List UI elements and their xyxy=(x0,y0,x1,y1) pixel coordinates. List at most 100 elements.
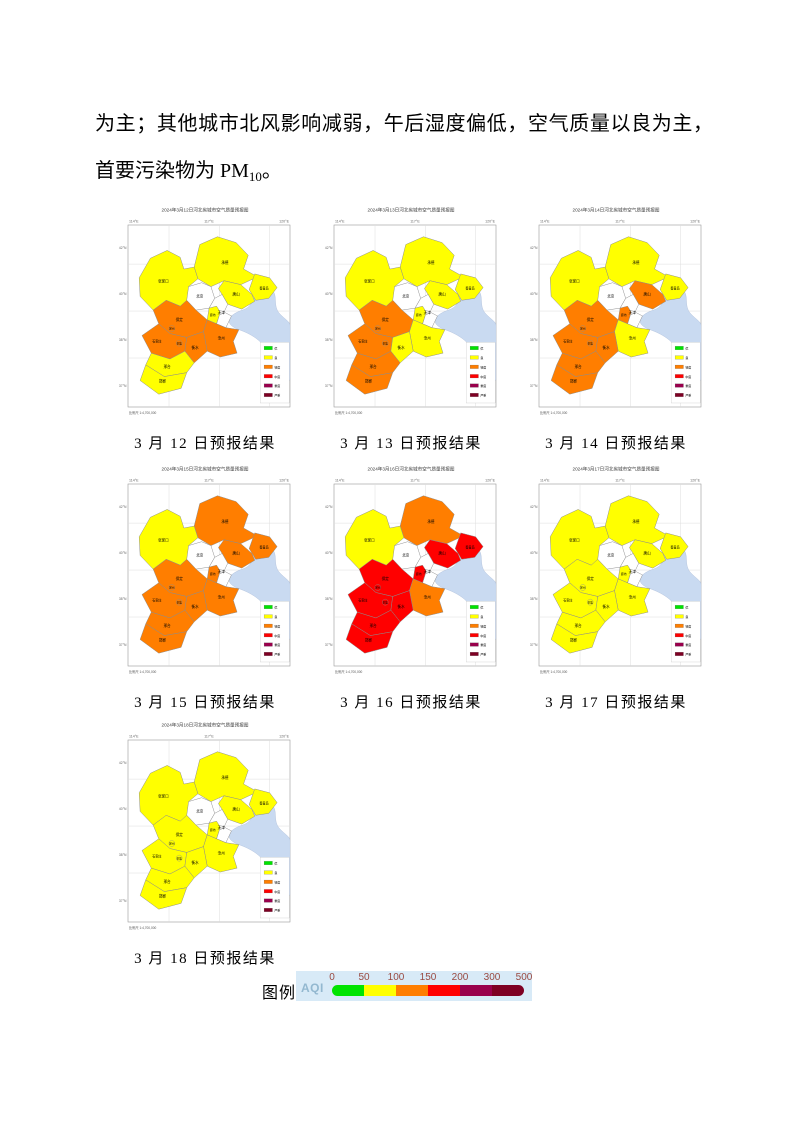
mini-legend-label: 严重 xyxy=(480,392,486,397)
city-label-hengshui: 衡水 xyxy=(192,860,199,865)
mini-legend-chip xyxy=(674,393,684,397)
city-label-baoding: 保定 xyxy=(382,317,389,322)
city-label-qinhuangdao: 秦皇岛 xyxy=(670,285,679,290)
city-label-langfang: 廊坊 xyxy=(210,827,216,832)
mini-legend-chip xyxy=(469,346,479,350)
mini-legend-chip xyxy=(263,374,273,379)
city-label-langfang: 廊坊 xyxy=(416,571,422,576)
city-label-hengshui: 衡水 xyxy=(192,345,199,350)
city-label-beijing: 北京 xyxy=(196,293,203,298)
axis-label-top: 120°E xyxy=(690,220,700,224)
city-label-tianjin: 天津 xyxy=(218,569,225,574)
aqi-bar-segment xyxy=(396,985,428,996)
mini-legend-chip xyxy=(263,652,273,656)
mini-legend-label: 优 xyxy=(480,605,483,610)
mini-legend-label: 重度 xyxy=(685,642,691,647)
map-scale-note: 比例尺 1:4,700,000 xyxy=(129,925,157,930)
sub-city-label: 辛集 xyxy=(177,856,183,860)
mini-legend-chip xyxy=(263,898,273,903)
city-label-chengde: 承德 xyxy=(632,260,639,265)
city-label-handan: 邯郸 xyxy=(159,893,166,898)
region-langfang xyxy=(412,564,427,584)
mini-legend-chip xyxy=(263,364,273,369)
mini-legend-label: 严重 xyxy=(685,651,691,656)
aqi-tick: 50 xyxy=(358,972,370,983)
axis-label-left: 42°N xyxy=(325,246,333,250)
axis-label-left: 40°N xyxy=(119,807,127,811)
city-label-baoding: 保定 xyxy=(176,317,183,322)
region-tangshan xyxy=(629,539,667,569)
mini-legend-chip xyxy=(469,355,479,360)
mini-legend-label: 中度 xyxy=(274,633,280,638)
mini-legend-chip xyxy=(674,614,684,619)
map-title: 2024年3月15日河北省城市空气质量预报图 xyxy=(161,466,249,472)
city-label-chengde: 承德 xyxy=(427,519,434,524)
region-hengshui xyxy=(595,331,619,364)
map-figure: 114°E 117°E 120°E 42°N 40°N 38°N 37°N 承德张家口秦皇岛唐… xyxy=(119,220,291,415)
enclave-outline xyxy=(587,339,594,347)
city-label-tangshan: 唐山 xyxy=(439,291,446,296)
axis-label-left: 37°N xyxy=(119,643,127,647)
axis-label-left: 40°N xyxy=(325,292,333,296)
region-chengde xyxy=(399,236,465,287)
region-qinhuangdao xyxy=(248,788,278,816)
city-label-qinhuangdao: 秦皇岛 xyxy=(670,544,679,549)
mini-legend-chip xyxy=(469,383,479,388)
axis-label-left: 42°N xyxy=(530,505,538,509)
map-mini-legend xyxy=(671,342,701,404)
city-label-chengde: 承德 xyxy=(221,775,228,780)
city-label-chengde: 承德 xyxy=(427,260,434,265)
sub-city-label: 定州 xyxy=(580,327,586,331)
region-langfang xyxy=(206,820,221,840)
mini-legend-chip xyxy=(469,614,479,619)
paragraph-line-2-text: 首要污染物为 PM xyxy=(95,160,249,182)
sub-city-label: 辛集 xyxy=(383,600,389,604)
region-chengde xyxy=(193,751,259,802)
city-label-tangshan: 唐山 xyxy=(644,550,651,555)
mini-legend-chip xyxy=(674,633,684,638)
city-label-baoding: 保定 xyxy=(587,317,594,322)
city-label-cangzhou: 沧州 xyxy=(629,335,636,340)
axis-label-top: 120°E xyxy=(690,479,700,483)
mini-legend-chip xyxy=(469,642,479,647)
axis-label-left: 37°N xyxy=(325,384,333,388)
city-label-cangzhou: 沧州 xyxy=(218,850,225,855)
mini-legend-label: 严重 xyxy=(274,392,280,397)
region-qinhuangdao xyxy=(454,273,484,301)
mini-legend-label: 严重 xyxy=(480,651,486,656)
mini-legend-label: 中度 xyxy=(685,633,691,638)
mini-legend-chip xyxy=(263,614,273,619)
map-figure: 114°E 117°E 120°E 42°N 40°N 38°N 37°N 承德张家口秦皇岛唐… xyxy=(530,220,702,415)
city-label-baoding: 保定 xyxy=(176,832,183,837)
map-caption: 3 月 12 日预报结果 xyxy=(134,436,276,452)
city-label-chengde: 承德 xyxy=(221,260,228,265)
map-scale-note: 比例尺 1:4,700,000 xyxy=(129,410,157,415)
enclave-outline xyxy=(176,339,183,347)
city-label-qinhuangdao: 秦皇岛 xyxy=(259,285,268,290)
map-title: 2024年3月18日河北省城市空气质量预报图 xyxy=(161,722,249,728)
axis-label-left: 37°N xyxy=(530,643,538,647)
mini-legend-label: 良 xyxy=(685,355,688,360)
mini-legend-chip xyxy=(263,346,273,350)
mini-legend-label: 中度 xyxy=(274,889,280,894)
city-label-beijing: 北京 xyxy=(402,552,409,557)
axis-label-left: 38°N xyxy=(530,338,538,342)
city-label-zhangjiakou: 张家口 xyxy=(364,538,375,543)
city-label-qinhuangdao: 秦皇岛 xyxy=(465,544,474,549)
city-label-xingtai: 邢台 xyxy=(575,364,582,369)
map-mini-legend xyxy=(260,857,290,919)
region-hengshui xyxy=(390,590,414,623)
mini-legend-chip xyxy=(469,623,479,628)
region-langfang xyxy=(617,305,632,325)
mini-legend-chip xyxy=(263,908,273,912)
enclave-outline xyxy=(579,584,586,591)
mini-legend-label: 良 xyxy=(274,355,277,360)
map-figure: 114°E 117°E 120°E 42°N 40°N 38°N 37°N 承德张家口秦皇岛唐… xyxy=(325,220,497,415)
mini-legend-label: 中度 xyxy=(480,633,486,638)
mini-legend-chip xyxy=(263,355,273,360)
city-label-tianjin: 天津 xyxy=(218,825,225,830)
mini-legend-label: 重度 xyxy=(480,383,486,388)
axis-label-top: 117°E xyxy=(410,479,420,483)
city-label-qinhuangdao: 秦皇岛 xyxy=(259,544,268,549)
aqi-colorbar xyxy=(332,985,524,996)
